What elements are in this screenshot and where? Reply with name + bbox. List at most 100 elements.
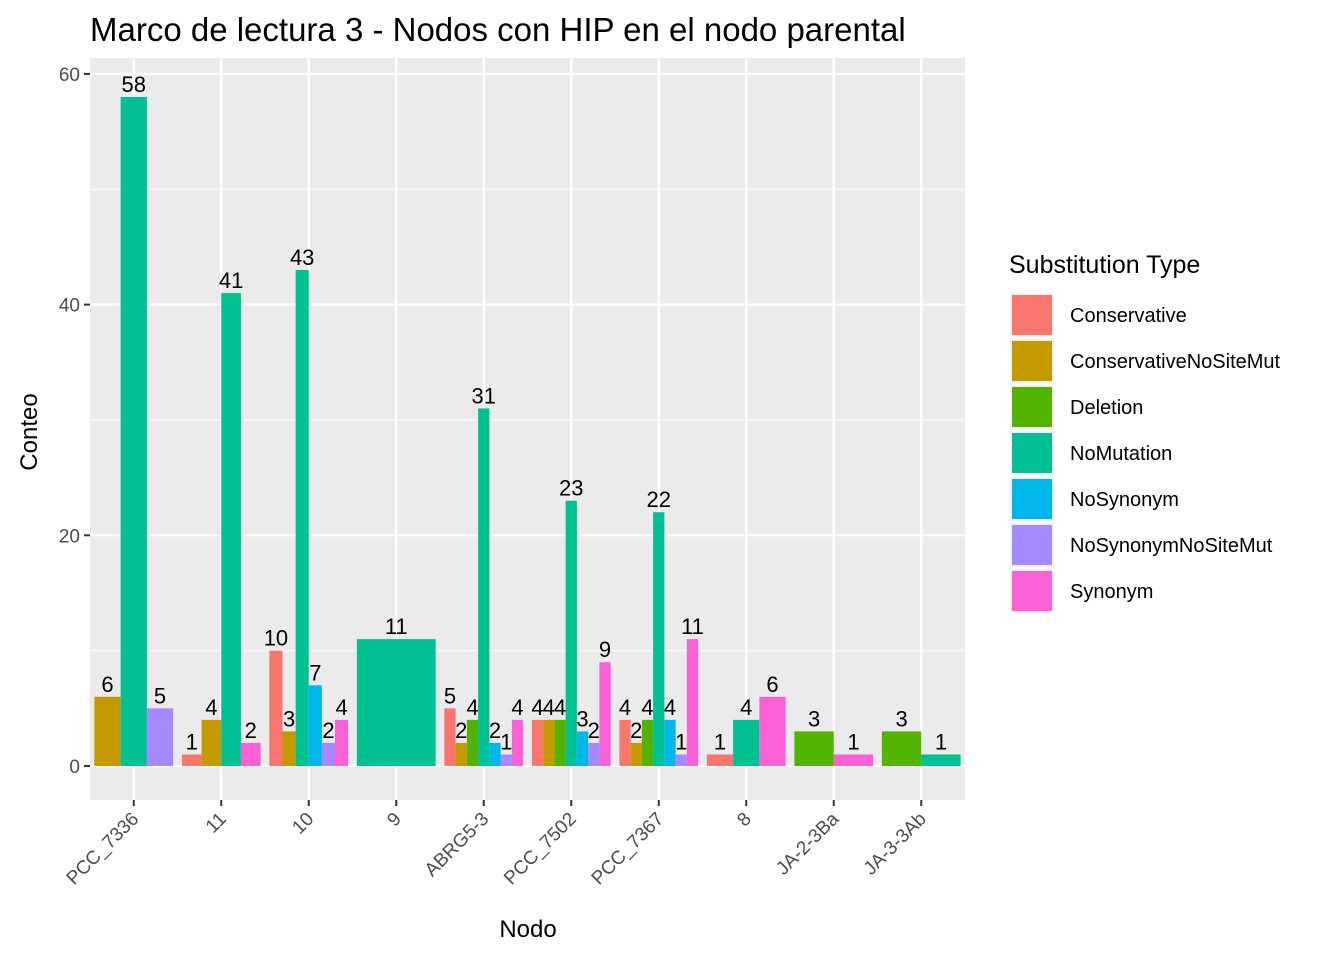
bar (733, 719, 760, 766)
bar (675, 754, 687, 766)
bar-value-label: 10 (264, 626, 288, 651)
y-axis: 0 20 40 60 (59, 65, 90, 778)
bar-value-label: 3 (283, 706, 295, 731)
bar (794, 731, 834, 766)
bar (146, 708, 174, 766)
bar-value-label: 5 (154, 683, 166, 708)
y-tick-label: 40 (59, 296, 80, 317)
legend-swatch (1012, 341, 1052, 381)
bar (554, 719, 566, 766)
x-axis: PCC_7336 11 10 9 ABRG5-3 PCC_7502 PCC_7367 8 JA-… (63, 800, 931, 889)
bar (511, 719, 524, 766)
x-tick-label: PCC_7367 (588, 809, 669, 890)
legend-label: Deletion (1070, 397, 1143, 419)
bar-value-label: 4 (641, 695, 653, 720)
bar (335, 719, 349, 766)
x-tick-label: PCC_7336 (63, 809, 144, 890)
bar (565, 500, 577, 766)
legend-label: Synonym (1070, 581, 1153, 603)
x-tick-label: 8 (733, 809, 755, 831)
bar (269, 650, 283, 766)
x-tick-label: 11 (202, 809, 231, 838)
bar (576, 731, 589, 766)
bars (94, 97, 961, 766)
bar (321, 742, 335, 766)
bar (489, 742, 501, 766)
bar-value-label: 23 (559, 476, 583, 501)
bar-value-label: 2 (630, 718, 642, 743)
bar (455, 742, 467, 766)
bar-value-label: 58 (122, 72, 146, 97)
legend-title: Substitution Type (1009, 251, 1200, 279)
bar (500, 754, 512, 766)
bar (308, 685, 322, 766)
y-tick-label: 60 (59, 65, 80, 86)
bar-value-label: 2 (322, 718, 334, 743)
bar (444, 708, 456, 766)
legend-label: Conservative (1070, 305, 1187, 327)
x-tick-label: 10 (288, 809, 318, 839)
bar (120, 97, 147, 766)
bar (543, 719, 555, 766)
legend-label: NoSynonymNoSiteMut (1070, 535, 1273, 557)
bar-value-label: 4 (205, 695, 217, 720)
bar (641, 719, 654, 766)
bar-value-label: 3 (895, 706, 907, 731)
bar (921, 754, 961, 766)
legend-swatch (1012, 387, 1052, 427)
legend-label: NoMutation (1070, 443, 1172, 465)
bar-value-label: 3 (808, 706, 820, 731)
legend-swatch (1012, 479, 1052, 519)
bar-value-label: 43 (290, 245, 314, 270)
x-tick-label: 9 (383, 809, 405, 831)
bar (466, 719, 479, 766)
legend: Substitution Type Conservative Conservati… (1009, 251, 1281, 613)
bar (664, 719, 676, 766)
bar-value-label: 2 (489, 718, 501, 743)
chart-title: Marco de lectura 3 - Nodos con HIP en el… (90, 11, 906, 48)
x-tick-label: ABRG5-3 (421, 809, 493, 881)
bar-value-label: 1 (186, 729, 198, 754)
bar (686, 639, 699, 766)
bar-value-label: 1 (714, 729, 726, 754)
bar (356, 639, 436, 766)
bar-value-label: 6 (101, 672, 113, 697)
bar (531, 719, 544, 766)
x-tick-label: JA-3-3Ab (860, 809, 931, 880)
bar-value-label: 4 (466, 695, 478, 720)
x-axis-title: Nodo (499, 916, 556, 943)
bar-value-label: 4 (619, 695, 631, 720)
bar-value-label: 4 (543, 695, 555, 720)
bar (240, 742, 261, 766)
bar (599, 662, 611, 766)
bar-value-label: 11 (681, 614, 704, 639)
bar (282, 731, 296, 766)
bar (653, 512, 665, 766)
bar (201, 719, 222, 766)
y-axis-title: Conteo (16, 393, 43, 470)
bar-value-label: 1 (500, 729, 512, 754)
bar (181, 754, 202, 766)
bar-value-label: 1 (675, 729, 687, 754)
bar (295, 270, 309, 766)
legend-label: ConservativeNoSiteMut (1070, 351, 1281, 373)
y-tick-label: 20 (59, 526, 80, 547)
bar (706, 754, 734, 766)
bar (221, 293, 241, 766)
x-tick-label: JA-2-3Ba (772, 808, 843, 879)
bar (630, 742, 642, 766)
legend-swatch (1012, 525, 1052, 565)
bar (881, 731, 922, 766)
y-tick-label: 0 (69, 757, 80, 778)
bar-value-label: 11 (385, 614, 408, 639)
bar (478, 408, 490, 766)
bar-value-label: 5 (444, 683, 456, 708)
bar-value-label: 3 (576, 706, 588, 731)
bar (94, 696, 121, 766)
bar-value-label: 22 (647, 487, 671, 512)
bar (759, 696, 786, 766)
x-tick-label: PCC_7502 (500, 809, 581, 890)
bar-value-label: 2 (588, 718, 600, 743)
